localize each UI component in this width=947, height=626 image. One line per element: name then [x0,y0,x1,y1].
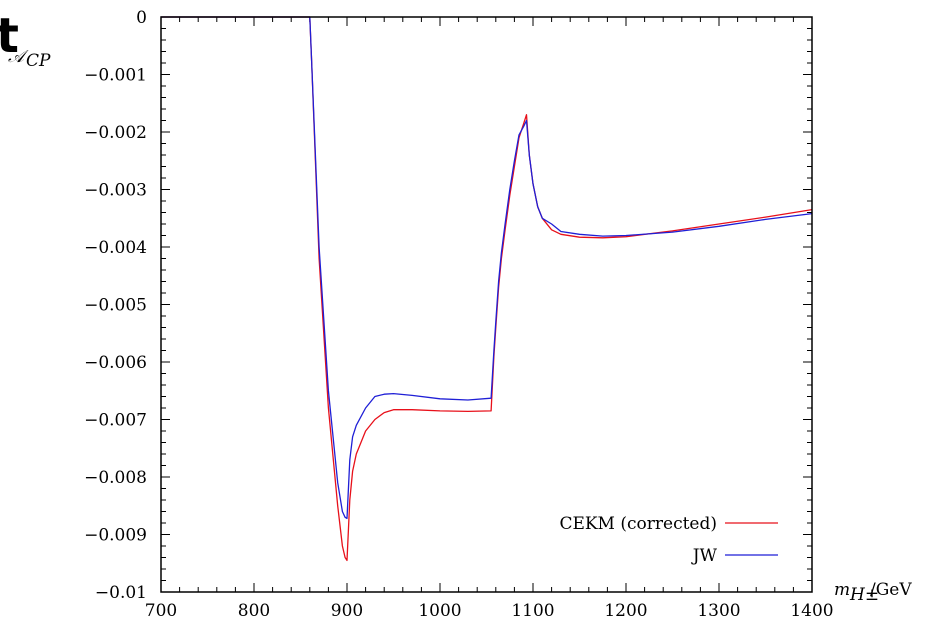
y-tick-label: 0 [136,8,147,28]
y-tick-label: −0.007 [84,411,147,431]
x-tick-label: 1200 [604,601,647,621]
axis-ticks: 700 800 900 1000 1100 1200 1300 1400 0 −0.001 −0.0… [84,8,834,621]
y-tick-label: −0.009 [84,526,147,546]
legend-label-jw: JW [691,546,718,566]
series-line-cekm [161,16,813,562]
plot-frame [160,16,813,593]
x-tick-label: 1300 [697,601,740,621]
y-tick-label: −0.01 [95,583,147,603]
y-axis-label-main: 𝒜 [8,47,29,67]
y-tick-label: −0.005 [84,296,147,316]
legend: CEKM (corrected) JW [559,514,778,566]
y-tick-label: −0.002 [84,123,147,143]
series-lines [161,16,813,562]
x-tick-label: 1400 [790,601,833,621]
corner-glyph: t [0,8,19,64]
y-tick-label: −0.008 [84,468,147,488]
x-tick-label: 700 [145,601,177,621]
series-line-jw [161,16,813,520]
y-tick-label: −0.001 [84,66,147,86]
y-tick-label: −0.006 [84,353,147,373]
x-tick-label: 1100 [511,601,554,621]
x-axis-label-unit: /GeV [870,580,912,600]
x-tick-label: 800 [238,601,270,621]
y-tick-label: −0.004 [84,238,147,258]
x-axis-label-sub: H± [849,585,879,605]
x-tick-label: 900 [331,601,363,621]
x-tick-label: 1000 [418,601,461,621]
y-axis-label-sub: CP [26,51,51,71]
y-tick-label: −0.003 [84,181,147,201]
x-axis-label: m H± /GeV [834,580,912,605]
legend-label-cekm: CEKM (corrected) [559,514,717,534]
y-axis-label: 𝒜 CP [8,47,51,71]
x-axis-label-main: m [834,580,850,600]
